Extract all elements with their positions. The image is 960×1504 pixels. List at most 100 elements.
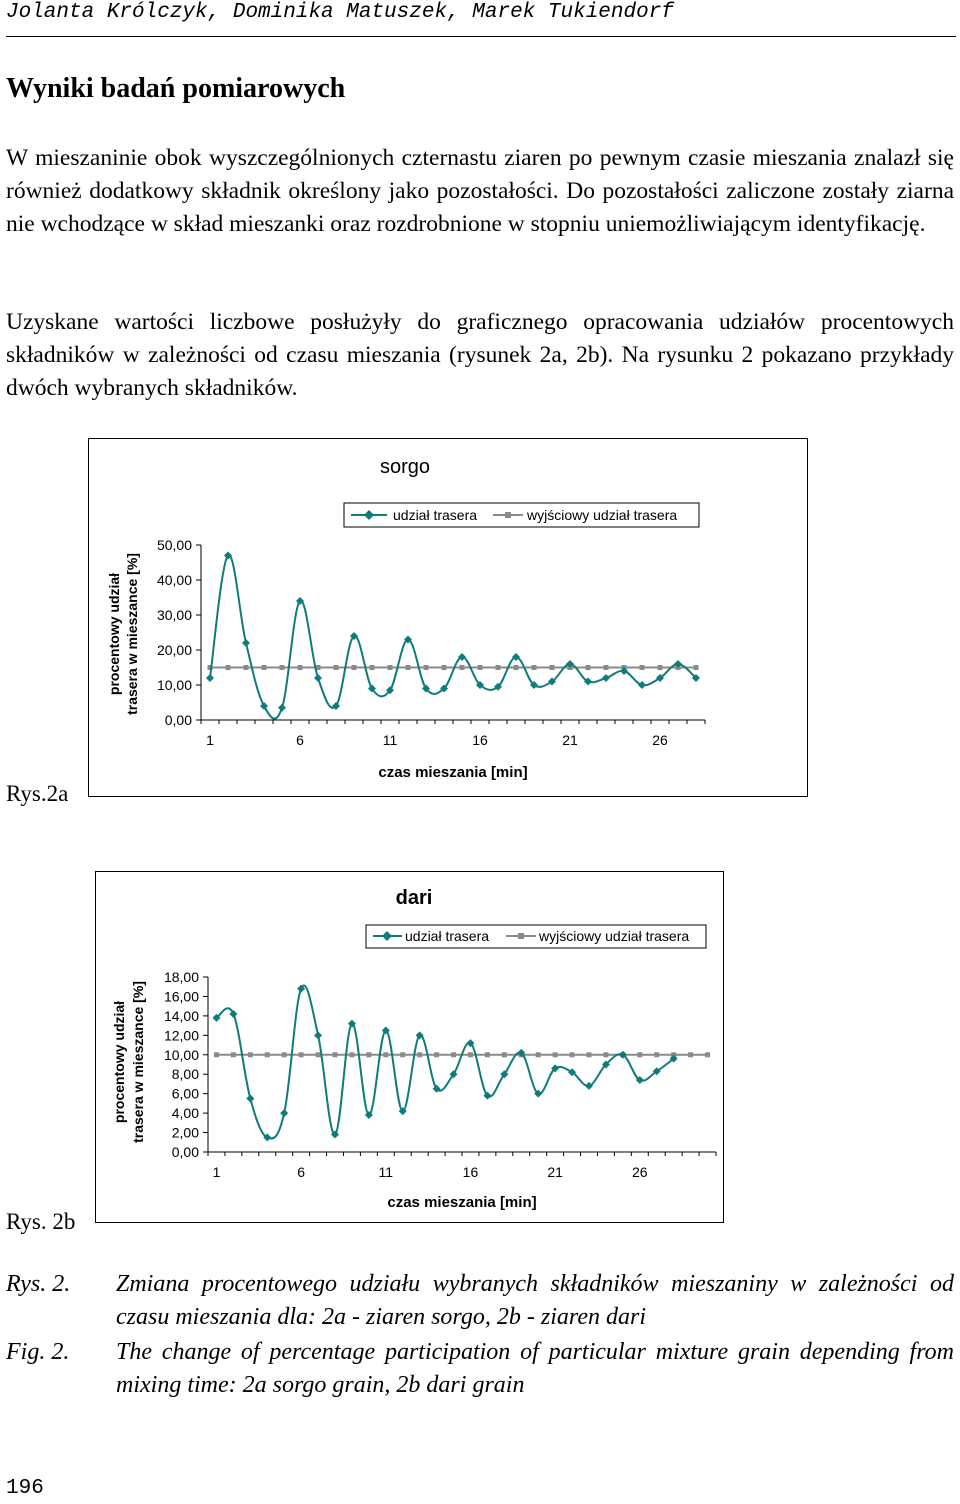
reference-point — [349, 1052, 355, 1058]
tracer-point — [517, 1048, 526, 1057]
tracer-point — [398, 1107, 407, 1116]
tracer-point — [534, 1089, 543, 1098]
y-axis-label-line1: procentowy udział — [106, 573, 122, 695]
y-tick-label: 20,00 — [157, 642, 192, 658]
reference-point — [230, 1052, 236, 1058]
reference-point — [366, 1052, 372, 1058]
chart-sorgo-svg: sorgo udział trasera wyjściowy udział tr… — [106, 456, 706, 781]
y-tick-label: 14,00 — [164, 1008, 199, 1024]
y-tick-label: 0,00 — [165, 712, 192, 728]
tracer-point — [551, 1064, 560, 1073]
x-axis-label: czas mieszania [min] — [387, 1194, 536, 1211]
reference-point — [207, 665, 213, 670]
tracer-point — [466, 1039, 475, 1048]
tracer-point — [669, 1054, 678, 1063]
y-tick-label: 10,00 — [164, 1047, 199, 1063]
section-title: Wyniki badań pomiarowych — [6, 73, 346, 104]
tracer-point — [332, 702, 340, 710]
legend-box — [365, 924, 707, 949]
tracer-point — [601, 1060, 610, 1069]
tracer-point — [297, 984, 306, 993]
caption-text-pl: Zmiana procentowego udziału wybranych sk… — [116, 1271, 954, 1330]
tracer-point — [314, 1031, 323, 1040]
chart-title: dari — [396, 887, 433, 909]
running-header: Jolanta Królczyk, Dominika Matuszek, Mar… — [6, 0, 956, 37]
tracer-point — [246, 1094, 255, 1103]
tracer-point — [415, 1031, 424, 1040]
reference-point — [332, 1052, 338, 1058]
y-tick-label: 10,00 — [157, 677, 192, 693]
x-tick-label: 16 — [472, 732, 488, 748]
tracer-point — [224, 551, 232, 560]
reference-point — [603, 1052, 609, 1058]
tracer-point — [242, 639, 250, 647]
paragraph-1: W mieszaninie obok wyszczególnionych czt… — [6, 145, 954, 237]
reference-point — [369, 665, 375, 670]
reference-point — [434, 1052, 440, 1058]
tracer-point — [404, 635, 412, 644]
x-tick-label: 1 — [206, 732, 214, 748]
figure-label-2a: Rys.2a — [6, 781, 69, 806]
reference-point — [279, 665, 285, 670]
legend-box — [343, 502, 700, 528]
y-axis-label-line1: procentowy udział — [111, 1001, 127, 1123]
tracer-point — [422, 684, 430, 693]
reference-point — [513, 665, 519, 670]
tracer-point — [618, 1050, 627, 1059]
y-tick-label: 4,00 — [172, 1105, 199, 1121]
reference-point — [535, 1052, 541, 1058]
tracer-point — [212, 1013, 221, 1022]
reference-point — [451, 1052, 457, 1058]
y-tick-label: 30,00 — [157, 607, 192, 623]
reference-point — [315, 1052, 321, 1058]
y-axis-label-line2: trasera w mieszance [%] — [124, 553, 140, 715]
tracer-point — [548, 677, 556, 686]
reference-point — [298, 1052, 304, 1058]
chart-title: sorgo — [380, 456, 430, 478]
reference-point — [297, 665, 303, 670]
legend-diamond-marker — [382, 931, 392, 941]
x-tick-label: 11 — [383, 732, 398, 748]
reference-point — [569, 1052, 575, 1058]
reference-point — [552, 1052, 558, 1058]
reference-point — [247, 1052, 253, 1058]
y-tick-label: 0,00 — [172, 1144, 199, 1160]
reference-point — [693, 665, 699, 670]
x-tick-label: 6 — [296, 732, 304, 748]
y-tick-label: 16,00 — [164, 988, 199, 1004]
tracer-point — [568, 1068, 577, 1077]
tracer-point — [206, 674, 214, 682]
tracer-point — [331, 1130, 339, 1139]
tracer-point — [584, 677, 592, 686]
reference-point — [423, 665, 429, 670]
x-axis-label: czas mieszania [min] — [378, 764, 527, 781]
reference-point — [586, 1052, 592, 1058]
reference-point — [351, 665, 357, 670]
y-tick-label: 50,00 — [157, 537, 192, 553]
x-tick-label: 6 — [297, 1164, 305, 1180]
y-tick-label: 2,00 — [172, 1125, 199, 1141]
legend-square-marker — [505, 512, 511, 518]
tracer-point — [229, 1009, 238, 1018]
reference-point — [477, 665, 483, 670]
y-tick-label: 18,00 — [164, 969, 199, 985]
tracer-point — [494, 682, 502, 691]
legend-label-series: udział trasera — [393, 507, 477, 523]
legend-square-marker — [518, 933, 524, 939]
reference-point — [531, 665, 537, 670]
tracer-point — [364, 1111, 373, 1120]
chart-dari: dari udział trasera wyjściowy udział tra… — [95, 871, 724, 1223]
tracer-point — [350, 632, 358, 640]
x-tick-label: 11 — [379, 1164, 394, 1180]
reference-point — [501, 1052, 507, 1058]
tracer-point — [449, 1070, 458, 1079]
reference-point — [417, 1052, 423, 1058]
reference-point — [383, 1052, 389, 1058]
reference-point — [441, 665, 447, 670]
tracer-point — [674, 660, 682, 668]
page-number: 196 — [6, 1477, 44, 1500]
tracer-point — [381, 1026, 390, 1035]
x-tick-label: 21 — [547, 1164, 563, 1180]
tracer-point — [585, 1081, 593, 1090]
x-tick-label: 21 — [562, 732, 578, 748]
